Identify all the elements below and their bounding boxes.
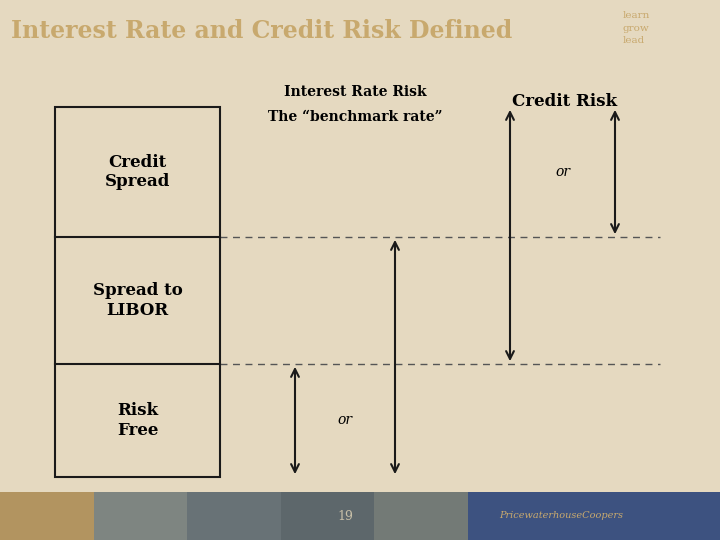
Text: or: or [338, 414, 353, 428]
Text: Credit
Spread: Credit Spread [105, 154, 170, 190]
Bar [55, 107, 220, 477]
Bar [374, 492, 468, 540]
Text: Interest Rate and Credit Risk Defined: Interest Rate and Credit Risk Defined [11, 19, 512, 43]
Text: learn
grow
lead: learn grow lead [623, 11, 650, 45]
Text: Interest Rate Risk: Interest Rate Risk [284, 85, 426, 99]
Text: The “benchmark rate”: The “benchmark rate” [268, 110, 442, 124]
Text: PricewaterhouseCoopers: PricewaterhouseCoopers [500, 511, 624, 521]
Text: 19: 19 [338, 510, 354, 523]
Text: or: or [555, 165, 570, 179]
Bar [0, 492, 468, 540]
Bar [94, 492, 187, 540]
Bar [0, 492, 94, 540]
Bar [281, 492, 374, 540]
Bar [468, 492, 720, 540]
Text: Spread to
LIBOR: Spread to LIBOR [93, 282, 182, 319]
Text: Credit Risk: Credit Risk [513, 93, 618, 111]
Bar [187, 492, 281, 540]
Text: Risk
Free: Risk Free [117, 402, 158, 439]
